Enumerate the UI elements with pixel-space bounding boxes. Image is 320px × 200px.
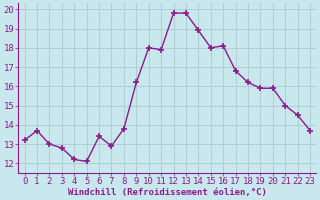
X-axis label: Windchill (Refroidissement éolien,°C): Windchill (Refroidissement éolien,°C): [68, 188, 267, 197]
